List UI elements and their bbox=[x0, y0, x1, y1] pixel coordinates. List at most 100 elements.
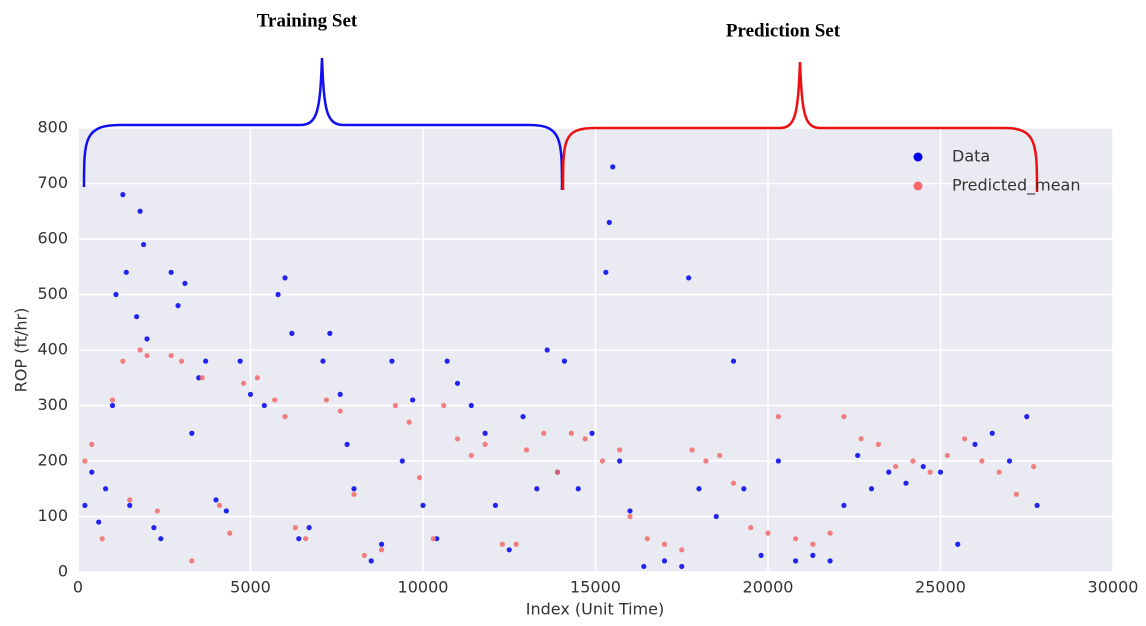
point bbox=[686, 275, 692, 281]
point bbox=[644, 536, 650, 542]
point bbox=[617, 458, 623, 464]
point bbox=[275, 291, 281, 298]
point bbox=[1013, 491, 1020, 497]
point bbox=[661, 558, 668, 564]
point bbox=[189, 430, 195, 436]
point bbox=[793, 536, 799, 542]
point bbox=[996, 469, 1002, 475]
point bbox=[82, 502, 88, 508]
point bbox=[109, 397, 116, 403]
point bbox=[610, 164, 616, 170]
point bbox=[89, 441, 95, 447]
point bbox=[140, 241, 147, 248]
x-tick-label: 30000 bbox=[1088, 578, 1139, 597]
points bbox=[82, 164, 1040, 570]
point bbox=[410, 397, 416, 403]
point bbox=[606, 219, 612, 225]
point bbox=[389, 358, 395, 364]
point bbox=[927, 469, 933, 475]
point bbox=[827, 530, 833, 536]
point bbox=[120, 192, 126, 198]
point bbox=[189, 558, 195, 564]
point bbox=[568, 430, 574, 436]
point bbox=[1024, 414, 1030, 420]
point bbox=[227, 530, 233, 536]
point bbox=[1034, 502, 1040, 508]
x-tick-label: 10000 bbox=[398, 578, 449, 597]
point bbox=[482, 430, 488, 436]
point bbox=[213, 497, 219, 503]
point bbox=[261, 402, 267, 409]
point bbox=[351, 491, 357, 497]
point bbox=[89, 469, 95, 475]
y-tick-label: 800 bbox=[37, 118, 68, 137]
point bbox=[1006, 458, 1013, 464]
point bbox=[337, 408, 343, 414]
point bbox=[793, 558, 799, 564]
point bbox=[444, 358, 450, 364]
point bbox=[175, 303, 181, 309]
point bbox=[513, 541, 519, 547]
point bbox=[810, 541, 816, 547]
point bbox=[603, 269, 609, 275]
point bbox=[554, 469, 561, 475]
point bbox=[599, 458, 606, 464]
point bbox=[696, 486, 702, 492]
point bbox=[454, 436, 461, 442]
point bbox=[506, 547, 512, 553]
point bbox=[972, 441, 978, 447]
point bbox=[1031, 463, 1037, 470]
point bbox=[120, 358, 126, 364]
x-tick-label: 0 bbox=[73, 578, 83, 597]
point bbox=[282, 414, 288, 420]
point bbox=[247, 391, 254, 397]
point bbox=[534, 486, 540, 492]
legend-label: Predicted_mean bbox=[952, 176, 1080, 196]
point bbox=[203, 358, 209, 364]
point bbox=[137, 347, 143, 353]
point bbox=[344, 441, 350, 447]
point bbox=[134, 314, 140, 320]
point bbox=[351, 486, 357, 492]
x-tick-label: 25000 bbox=[915, 578, 966, 597]
point bbox=[296, 536, 302, 542]
point bbox=[168, 352, 174, 359]
point bbox=[361, 552, 367, 558]
point bbox=[679, 563, 685, 570]
y-axis-label: ROP (ft/hr) bbox=[12, 308, 31, 393]
point bbox=[144, 352, 150, 359]
point bbox=[379, 541, 385, 547]
point bbox=[292, 525, 298, 531]
y-tick-label: 600 bbox=[37, 229, 68, 248]
point bbox=[199, 375, 205, 381]
point bbox=[306, 525, 312, 531]
point bbox=[151, 525, 157, 531]
point bbox=[320, 358, 326, 364]
point bbox=[689, 447, 695, 453]
legend-marker bbox=[913, 181, 923, 191]
training-brace bbox=[82, 57, 564, 191]
point bbox=[392, 402, 398, 409]
point bbox=[154, 508, 160, 514]
point bbox=[399, 458, 405, 464]
y-tick-label: 0 bbox=[58, 562, 68, 581]
point bbox=[979, 458, 985, 464]
point bbox=[841, 502, 847, 508]
point bbox=[920, 463, 926, 470]
y-tick-label: 400 bbox=[37, 340, 68, 359]
point bbox=[123, 269, 129, 275]
y-tick-label: 700 bbox=[37, 173, 68, 192]
point bbox=[103, 486, 109, 492]
point bbox=[337, 391, 343, 397]
point bbox=[582, 436, 588, 442]
point bbox=[406, 419, 412, 425]
point bbox=[827, 558, 833, 564]
point bbox=[289, 330, 295, 336]
point bbox=[810, 552, 816, 558]
point bbox=[937, 469, 944, 475]
point bbox=[855, 452, 861, 459]
point bbox=[303, 536, 309, 542]
point bbox=[113, 291, 119, 298]
point bbox=[468, 402, 474, 409]
point bbox=[482, 441, 488, 447]
